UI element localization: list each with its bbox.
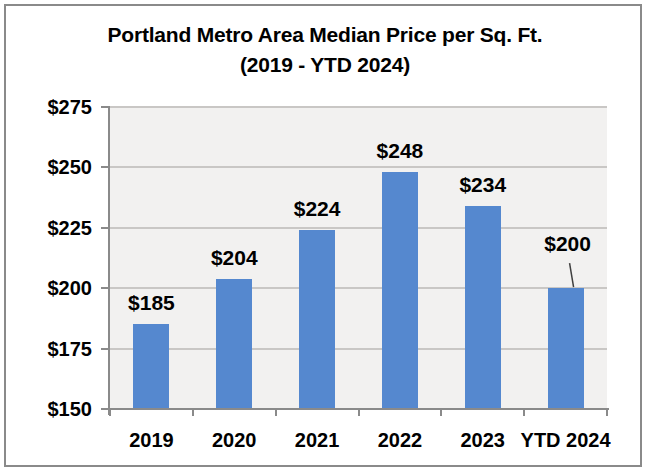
y-axis-label: $275 bbox=[26, 95, 92, 119]
plot-area: $185$204$224$248$234$200 bbox=[110, 107, 607, 409]
y-axis-tick bbox=[101, 408, 108, 410]
x-axis-tick bbox=[192, 409, 194, 416]
y-axis-label: $175 bbox=[26, 337, 92, 361]
x-axis-tick bbox=[606, 409, 608, 416]
x-axis-tick bbox=[440, 409, 442, 416]
x-axis-tick bbox=[109, 409, 111, 416]
y-axis-label: $250 bbox=[26, 155, 92, 179]
chart-title-block: Portland Metro Area Median Price per Sq.… bbox=[0, 20, 650, 80]
y-axis-tick bbox=[101, 287, 108, 289]
y-axis-tick bbox=[101, 348, 108, 350]
y-axis-label: $200 bbox=[26, 276, 92, 300]
y-axis-tick bbox=[101, 166, 108, 168]
y-axis-tick bbox=[101, 227, 108, 229]
chart-title: Portland Metro Area Median Price per Sq.… bbox=[0, 20, 650, 50]
leader-line bbox=[110, 107, 607, 409]
x-axis-tick bbox=[275, 409, 277, 416]
x-axis-tick bbox=[358, 409, 360, 416]
y-axis-line bbox=[108, 106, 110, 415]
chart: Portland Metro Area Median Price per Sq.… bbox=[0, 0, 650, 475]
y-axis-label: $225 bbox=[26, 216, 92, 240]
chart-subtitle: (2019 - YTD 2024) bbox=[0, 50, 650, 80]
y-axis-label: $150 bbox=[26, 397, 92, 421]
y-axis-tick bbox=[101, 106, 108, 108]
x-axis-tick bbox=[523, 409, 525, 416]
x-axis-label: YTD 2024 bbox=[506, 428, 626, 452]
